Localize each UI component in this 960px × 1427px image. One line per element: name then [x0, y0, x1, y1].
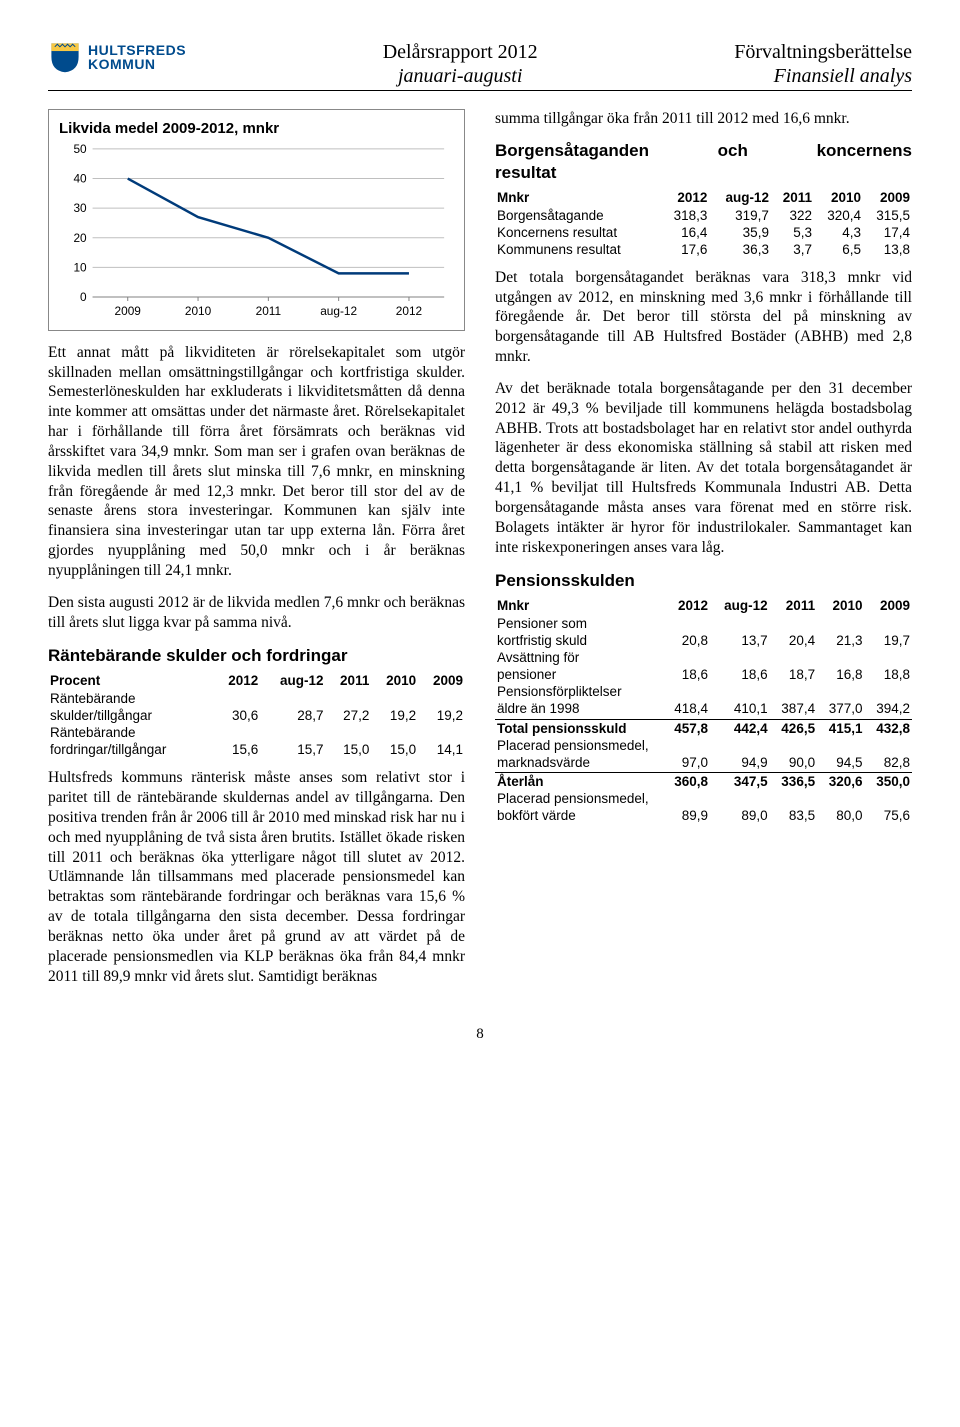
page-header: HULTSFREDS KOMMUN Delårsrapport 2012 jan…	[48, 40, 912, 91]
h-borg-m: och	[718, 141, 748, 161]
svg-text:0: 0	[80, 290, 87, 304]
svg-text:10: 10	[73, 260, 87, 274]
header-right: Förvaltningsberättelse Finansiell analys	[734, 40, 912, 88]
svg-text:2009: 2009	[115, 304, 142, 318]
svg-text:2011: 2011	[256, 304, 282, 318]
svg-text:2010: 2010	[185, 304, 212, 318]
left-p1: Ett annat mått på likviditeten är rörels…	[48, 343, 465, 581]
svg-text:50: 50	[73, 143, 87, 156]
svg-text:30: 30	[73, 201, 87, 215]
left-column: Likvida medel 2009-2012, mnkr 0 10 20 30 40 5…	[48, 109, 465, 998]
svg-text:40: 40	[73, 172, 87, 186]
h-borg-r: koncernens	[817, 141, 912, 161]
header-right-l2: Finansiell analys	[734, 64, 912, 88]
header-center-l1: Delårsrapport 2012	[186, 40, 734, 64]
left-p2: Den sista augusti 2012 är de likvida med…	[48, 593, 465, 633]
chart-plot: 0 10 20 30 40 50 2009 2010 2011 aug-12 2012	[59, 143, 454, 321]
logo-text-l1: HULTSFREDS	[88, 43, 186, 57]
logo-block: HULTSFREDS KOMMUN	[48, 40, 186, 74]
heading-pension: Pensionsskulden	[495, 571, 912, 591]
borg-table: Mnkr2012aug-12201120102009Borgensåtagand…	[495, 189, 912, 258]
shield-icon	[48, 40, 82, 74]
svg-text:20: 20	[73, 231, 87, 245]
h-borg-l: Borgensåtaganden	[495, 141, 649, 161]
pension-table: Mnkr2012aug-12201120102009Pensioner somk…	[495, 597, 912, 824]
right-column: summa tillgångar öka från 2011 till 2012…	[495, 109, 912, 998]
right-p-borg1: Det totala borgensåtagandet beräknas var…	[495, 268, 912, 367]
left-p3: Hultsfreds kommuns ränterisk måste anses…	[48, 768, 465, 986]
svg-text:2012: 2012	[396, 304, 422, 318]
header-center: Delårsrapport 2012 januari-augusti	[186, 40, 734, 88]
heading-borgens-2: resultat	[495, 163, 912, 183]
heading-borgens: Borgensåtaganden och koncernens	[495, 141, 912, 161]
chart-title: Likvida medel 2009-2012, mnkr	[59, 120, 454, 137]
svg-text:aug-12: aug-12	[320, 304, 357, 318]
liquidity-chart: Likvida medel 2009-2012, mnkr 0 10 20 30 40 5…	[48, 109, 465, 331]
heading-rantebarande: Räntebärande skulder och fordringar	[48, 646, 465, 666]
header-right-l1: Förvaltningsberättelse	[734, 40, 912, 64]
page-number: 8	[48, 1026, 912, 1043]
logo-text-l2: KOMMUN	[88, 57, 186, 71]
rante-table: Procent2012aug-12201120102009Räntebärand…	[48, 672, 465, 758]
header-center-l2: januari-augusti	[186, 64, 734, 88]
right-p-top: summa tillgångar öka från 2011 till 2012…	[495, 109, 912, 129]
right-p-borg2: Av det beräknade totala borgensåtagande …	[495, 379, 912, 557]
